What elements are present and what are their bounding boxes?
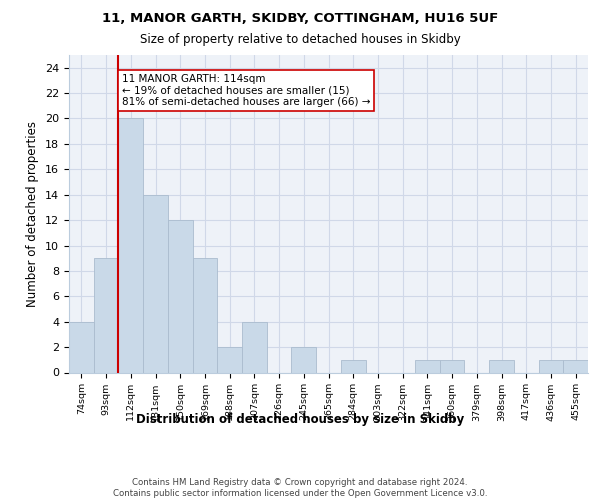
- Bar: [217, 347, 242, 372]
- Text: 11 MANOR GARTH: 114sqm
← 19% of detached houses are smaller (15)
81% of semi-det: 11 MANOR GARTH: 114sqm ← 19% of detached…: [122, 74, 371, 107]
- Text: Distribution of detached houses by size in Skidby: Distribution of detached houses by size …: [136, 412, 464, 426]
- Bar: [440, 360, 464, 372]
- Bar: [94, 258, 118, 372]
- Bar: [292, 347, 316, 372]
- Bar: [563, 360, 588, 372]
- Bar: [415, 360, 440, 372]
- Text: Size of property relative to detached houses in Skidby: Size of property relative to detached ho…: [140, 32, 460, 46]
- Bar: [539, 360, 563, 372]
- Text: 11, MANOR GARTH, SKIDBY, COTTINGHAM, HU16 5UF: 11, MANOR GARTH, SKIDBY, COTTINGHAM, HU1…: [102, 12, 498, 26]
- Bar: [242, 322, 267, 372]
- Y-axis label: Number of detached properties: Number of detached properties: [26, 120, 40, 306]
- Bar: [143, 194, 168, 372]
- Bar: [168, 220, 193, 372]
- Text: Contains HM Land Registry data © Crown copyright and database right 2024.
Contai: Contains HM Land Registry data © Crown c…: [113, 478, 487, 498]
- Bar: [69, 322, 94, 372]
- Bar: [118, 118, 143, 372]
- Bar: [341, 360, 365, 372]
- Bar: [193, 258, 217, 372]
- Bar: [489, 360, 514, 372]
